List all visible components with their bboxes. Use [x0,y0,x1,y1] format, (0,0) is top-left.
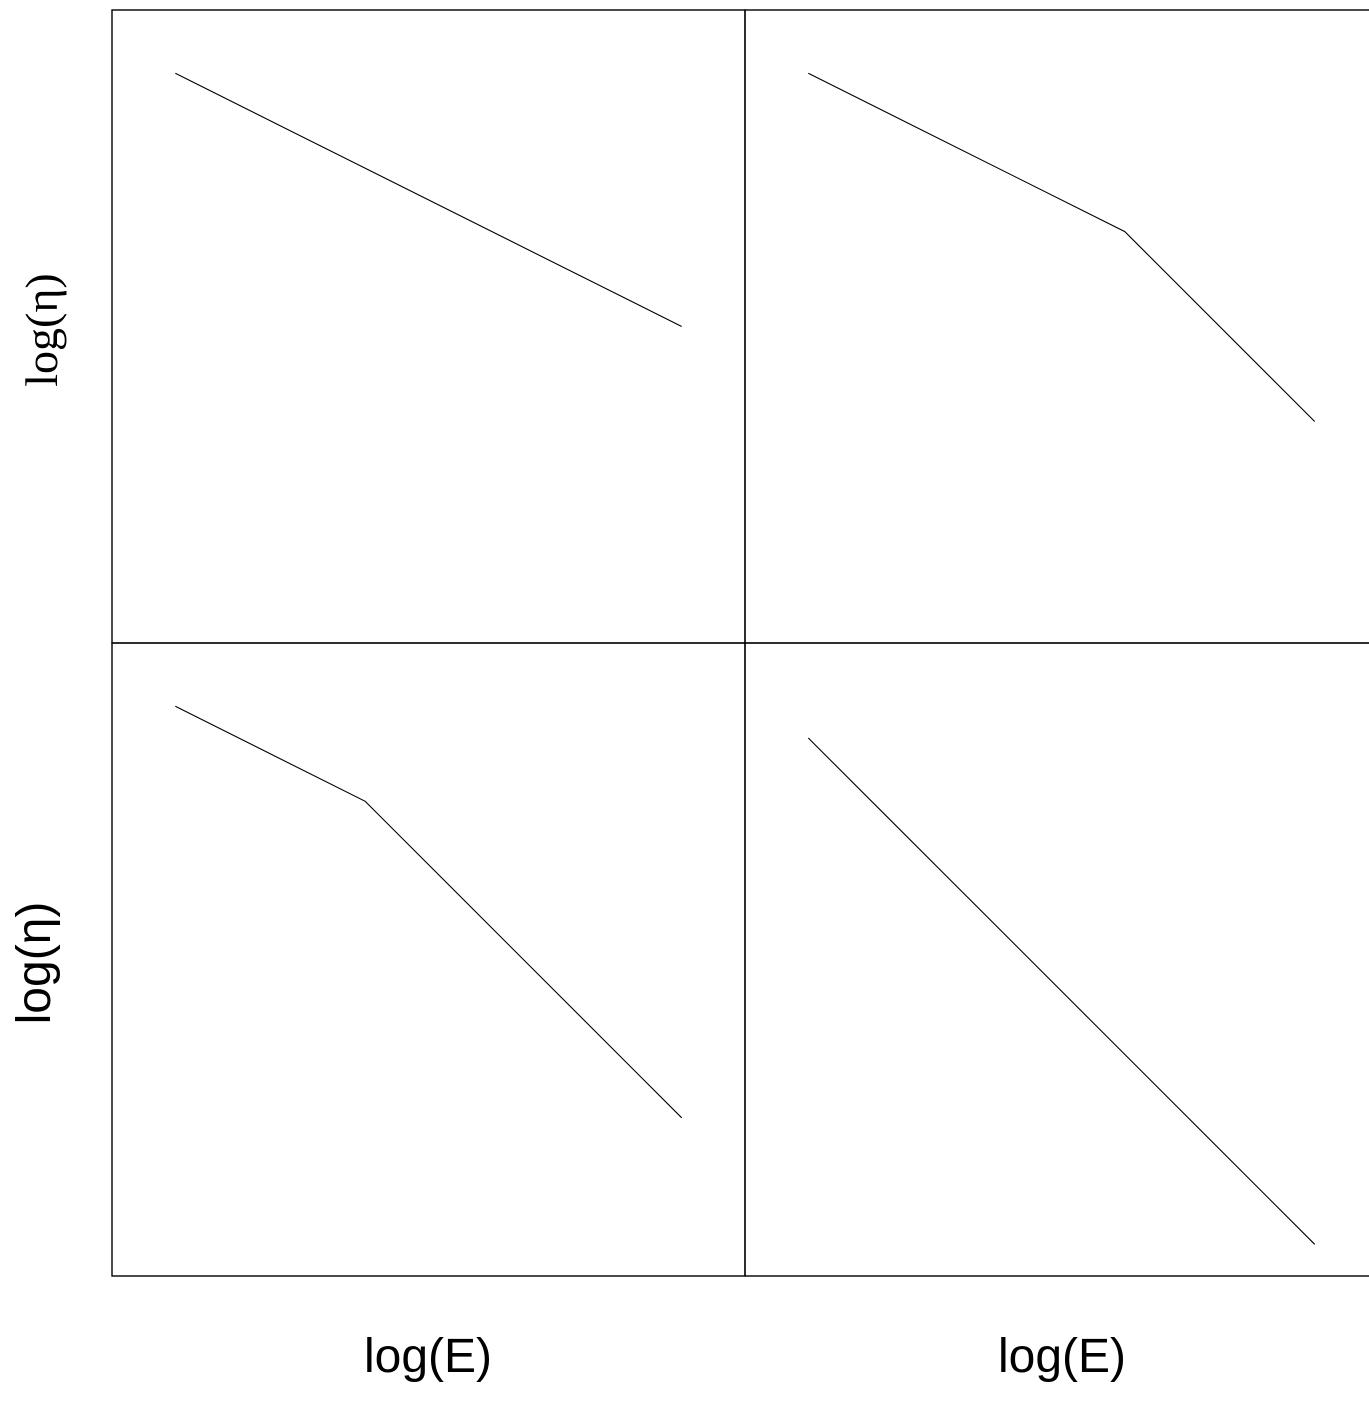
y-axis-label-top: log(η) [16,273,67,386]
panel-frame [111,9,746,644]
x-axis-label-left: log(E) [364,1330,492,1383]
panel-frame [111,642,746,1277]
panel-bottom-left [111,642,746,1277]
panel-top-right [744,9,1369,644]
series-line-1 [175,705,683,1119]
x-axis-label-right: log(E) [998,1330,1126,1383]
series-line-1 [808,72,1316,422]
panel-top-left [111,9,746,644]
series-line-1 [807,737,1316,1245]
panel-frame [744,9,1369,644]
panel-bottom-right [744,642,1369,1277]
y-axis-label-bottom: log(η) [8,902,61,1025]
series-line-1 [175,72,682,327]
panel-frame [744,642,1369,1277]
